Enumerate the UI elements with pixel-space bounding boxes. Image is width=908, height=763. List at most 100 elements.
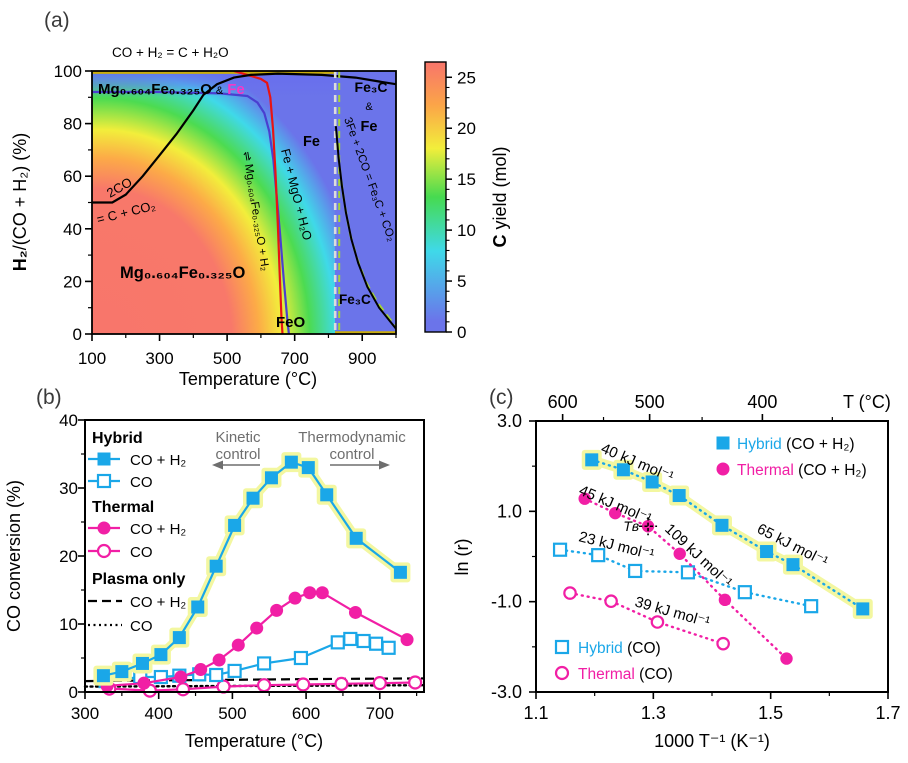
legend-plasma-header: Plasma only bbox=[92, 571, 185, 588]
hybrid-co-h2-marker bbox=[393, 565, 407, 579]
y-tick-label: 3.0 bbox=[497, 411, 522, 431]
hybrid-co-h2-marker bbox=[284, 455, 298, 469]
thermal-co-h2-marker bbox=[137, 676, 151, 690]
c-hybrid-co-h2-marker bbox=[760, 545, 774, 559]
y-tick-label: 0 bbox=[69, 683, 78, 702]
legend-item-hybrid-co: CO bbox=[130, 474, 153, 491]
thermal-co-h2-marker bbox=[288, 591, 302, 605]
legend-c-hybrid-co-name: Hybrid bbox=[578, 640, 623, 657]
colorbar-label-bold: C bbox=[490, 235, 510, 248]
legend-c-hybrid-coh2: Hybrid (CO + H₂) bbox=[737, 436, 855, 453]
hybrid-co-h2-marker bbox=[228, 518, 242, 532]
annotation-kinetic-2: control bbox=[215, 446, 260, 463]
legend-marker-circle-filled bbox=[97, 521, 111, 535]
region-label-fe: Fe bbox=[303, 134, 320, 150]
panel-c-series bbox=[552, 449, 873, 665]
y-tick-label: 40 bbox=[59, 411, 78, 430]
legend-c-square-filled bbox=[716, 436, 730, 450]
colorbar-tick-label: 20 bbox=[457, 119, 476, 138]
c-thermal-co-marker bbox=[716, 636, 730, 651]
hybrid-co-h2-marker bbox=[115, 665, 129, 679]
hybrid-co-h2-marker bbox=[246, 491, 260, 505]
y-tick-label: -1.0 bbox=[491, 592, 522, 612]
legend-c-thermal-name: Thermal bbox=[737, 462, 794, 479]
y-tick-label: 20 bbox=[63, 272, 82, 291]
colorbar-tick-label: 15 bbox=[457, 170, 476, 189]
c-thermal-co-h2-marker bbox=[780, 652, 793, 665]
x-tick-label: 500 bbox=[218, 704, 246, 723]
panel-c-axes-ticks: 1.1 1.3 1.5 1.7 3.0 1.0 -1.0 -3.0 600 500 400 bbox=[491, 392, 901, 723]
top-tick-label: 600 bbox=[548, 392, 578, 412]
c-thermal-co-h2-marker bbox=[609, 506, 622, 520]
y-tick-label: 10 bbox=[59, 615, 78, 634]
region-label-fe3c-top: Fe₃C bbox=[355, 79, 388, 95]
ea-label-23: 23 kJ mol⁻¹ bbox=[577, 528, 656, 563]
top-tick-label: 500 bbox=[635, 392, 665, 412]
hybrid-co-h2-marker bbox=[191, 600, 205, 614]
x-tick-label: 1.3 bbox=[641, 703, 666, 723]
c-hybrid-co-h2-marker bbox=[715, 518, 729, 532]
panel-b-axes-ticks: 300 400 500 600 700 0 10 20 30 40 bbox=[59, 411, 418, 723]
colorbar-tick-label: 10 bbox=[457, 221, 476, 240]
panel-a-y-axis-label: H₂/(CO + H₂) (%) bbox=[10, 133, 30, 271]
panel-b-x-axis-label: Temperature (°C) bbox=[185, 731, 323, 751]
legend-marker-square-open bbox=[96, 473, 112, 489]
legend-c-thermal-co: Thermal (CO) bbox=[578, 666, 673, 683]
y-tick-label: 60 bbox=[63, 167, 82, 186]
legend-item-thermal-co: CO bbox=[130, 544, 153, 561]
c-thermal-co-h2-marker bbox=[718, 593, 732, 607]
hybrid-co-marker bbox=[381, 640, 396, 655]
mgfe-main-text: Mg₀.₆₀₄Fe₀.₃₂₅O bbox=[98, 81, 212, 98]
panel-a-axes-ticks: 100 300 500 700 900 0 20 40 60 80 100 0 5 10 15 20 25 bbox=[54, 62, 476, 368]
thermal-co-h2-marker bbox=[348, 605, 362, 619]
thermal-co-marker bbox=[216, 679, 231, 694]
thermal-co-h2-marker bbox=[250, 621, 264, 635]
c-thermal-co-h2-marker bbox=[578, 492, 591, 505]
hybrid-co-marker bbox=[256, 656, 272, 671]
legend-c-thermal-co-gas: (CO) bbox=[635, 666, 673, 683]
legend-hybrid-header: Hybrid bbox=[92, 430, 143, 447]
legend-marker-square-filled bbox=[97, 452, 111, 466]
ea-label-39: 39 kJ mol⁻¹ bbox=[633, 594, 712, 632]
hybrid-co-h2-marker bbox=[172, 631, 186, 645]
c-hybrid-co-h2-marker bbox=[616, 463, 630, 477]
x-tick-label: 700 bbox=[280, 349, 308, 368]
legend-c-hybrid-co-gas: (CO) bbox=[623, 640, 661, 657]
x-tick-label: 1.5 bbox=[758, 703, 783, 723]
hybrid-co-marker bbox=[368, 636, 384, 651]
hybrid-co-marker bbox=[356, 633, 371, 649]
legend-c-thermal-gas: (CO + H₂) bbox=[794, 462, 867, 479]
hybrid-co-h2-marker bbox=[264, 471, 278, 485]
legend-item-plasma-coh2: CO + H₂ bbox=[130, 594, 186, 611]
legend-c-hybrid-gas: (CO + H₂) bbox=[782, 436, 855, 453]
c-hybrid-co-marker bbox=[628, 563, 643, 579]
hybrid-co-marker bbox=[343, 631, 358, 647]
region-label-feo: FeO bbox=[276, 314, 306, 331]
thermal-co-marker bbox=[334, 676, 349, 691]
panel-b-letter: (b) bbox=[36, 386, 62, 409]
thermal-co-h2-marker bbox=[194, 663, 208, 677]
panel-b-static: (b) Temperature (°C) CO conversion (%) H… bbox=[4, 386, 425, 751]
hybrid-co-h2-marker bbox=[320, 488, 334, 502]
y-tick-label: 30 bbox=[59, 479, 78, 498]
x-tick-label: 1.1 bbox=[523, 703, 548, 723]
legend-marker-circle-open bbox=[96, 543, 112, 559]
hybrid-co-h2-marker bbox=[154, 648, 168, 662]
thermal-co-marker bbox=[372, 676, 387, 691]
region-label-fe3c-bottom: Fe₃C bbox=[339, 292, 371, 307]
boundary-feo-red bbox=[233, 71, 284, 334]
y-tick-label: 1.0 bbox=[497, 501, 522, 521]
c-hybrid-co-marker bbox=[737, 585, 752, 600]
tb-label: Tʙ bbox=[623, 518, 639, 534]
reaction-top-label: CO + H₂ = C + H₂O bbox=[112, 45, 229, 60]
c-thermal-co-h2-line bbox=[583, 497, 788, 660]
region-label-fe3c-fe: Fe bbox=[361, 119, 378, 135]
panel-a-letter: (a) bbox=[44, 9, 70, 32]
hybrid-co-marker bbox=[209, 667, 224, 683]
c-thermal-co-line bbox=[568, 591, 725, 645]
c-thermal-co-h2-marker bbox=[641, 520, 655, 533]
c-hybrid-co-marker bbox=[552, 542, 568, 557]
legend-c-hybrid-co: Hybrid (CO) bbox=[578, 640, 661, 657]
